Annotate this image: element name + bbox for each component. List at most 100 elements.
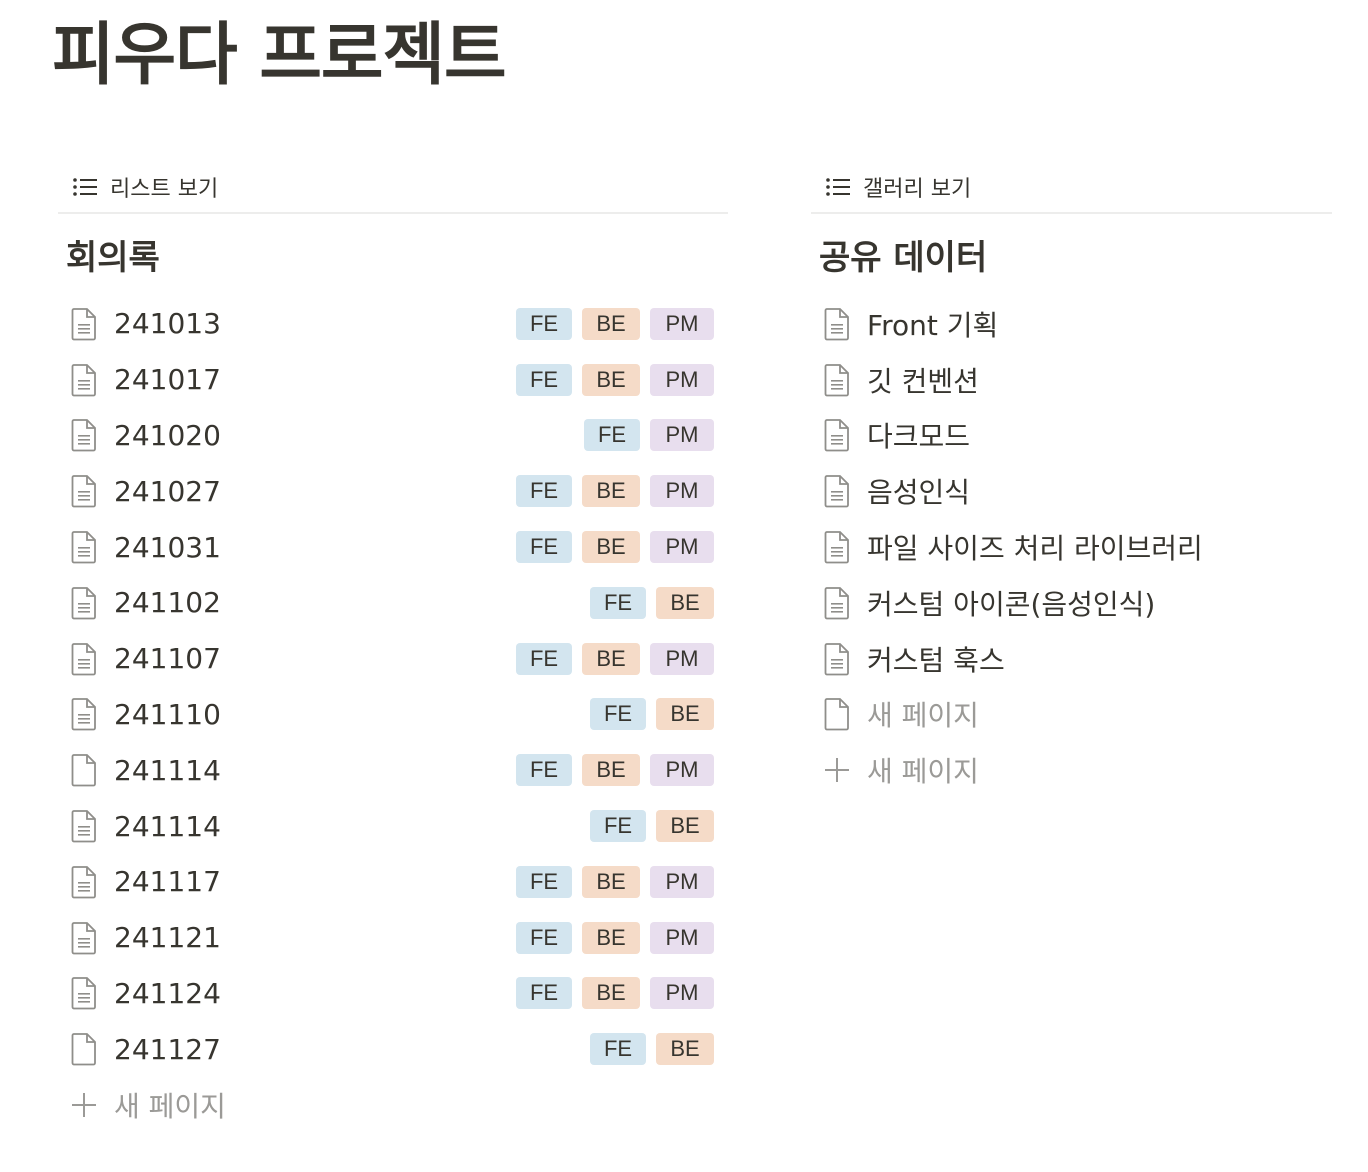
list-item[interactable]: 241027 FE BE PM — [58, 463, 728, 519]
list-item[interactable]: 241020 FE PM — [58, 408, 728, 464]
tag-be: BE — [582, 865, 640, 898]
tag-group: FE BE — [590, 698, 728, 731]
item-title: 241031 — [114, 530, 221, 564]
list-item[interactable]: 음성인식 — [811, 463, 1332, 519]
tag-group: FE PM — [584, 419, 728, 452]
list-item[interactable]: 241013 FE BE PM — [58, 296, 728, 352]
tag-group: FE BE — [590, 810, 728, 843]
tag-group: FE BE — [590, 586, 728, 619]
tag-fe: FE — [516, 363, 572, 396]
item-title: 241020 — [114, 418, 221, 452]
list-item[interactable]: 다크모드 — [811, 408, 1332, 464]
tag-fe: FE — [516, 865, 572, 898]
doc-lines-icon — [70, 865, 98, 899]
doc-lines-icon — [70, 976, 98, 1010]
tag-pm: PM — [650, 921, 714, 954]
list-item[interactable]: 깃 컨벤션 — [811, 352, 1332, 408]
item-title: 다크모드 — [867, 420, 971, 454]
tag-be: BE — [582, 363, 640, 396]
list-view-tab[interactable]: 리스트 보기 — [58, 162, 728, 214]
item-title: 241107 — [114, 642, 221, 676]
doc-lines-icon — [823, 586, 851, 620]
list-item[interactable]: 241031 FE BE PM — [58, 519, 728, 575]
list-item[interactable]: 241017 FE BE PM — [58, 352, 728, 408]
view-tab-label: 갤러리 보기 — [863, 177, 972, 202]
list-view-icon — [825, 177, 851, 197]
new-page-label: 새 페이지 — [867, 755, 979, 789]
item-title: 새 페이지 — [867, 699, 979, 733]
item-title: 커스텀 아이콘(음성인식) — [867, 587, 1156, 621]
tag-group: FE BE PM — [516, 865, 728, 898]
list-item[interactable]: 새 페이지 — [811, 687, 1332, 743]
tag-fe: FE — [516, 642, 572, 675]
tag-fe: FE — [516, 307, 572, 340]
tag-group: FE BE PM — [516, 921, 728, 954]
gallery-view-tab[interactable]: 갤러리 보기 — [811, 162, 1332, 214]
tag-group: FE BE PM — [516, 475, 728, 508]
doc-lines-icon — [823, 363, 851, 397]
tag-fe: FE — [516, 531, 572, 564]
doc-lines-icon — [70, 530, 98, 564]
item-title: 241013 — [114, 307, 221, 341]
doc-blank-icon — [823, 697, 851, 731]
item-title: 241017 — [114, 363, 221, 397]
doc-lines-icon — [70, 586, 98, 620]
tag-group: FE BE PM — [516, 363, 728, 396]
doc-lines-icon — [70, 418, 98, 452]
tag-pm: PM — [650, 419, 714, 452]
tag-group: FE BE PM — [516, 531, 728, 564]
plus-icon — [823, 756, 851, 784]
item-title: 241110 — [114, 697, 221, 731]
item-title: 241117 — [114, 865, 221, 899]
tag-pm: PM — [650, 754, 714, 787]
tag-fe: FE — [516, 754, 572, 787]
meeting-notes-list: 241013 FE BE PM 241017 FE BE PM 241020 FE PM 241027… — [58, 296, 728, 1077]
plus-icon — [70, 1091, 98, 1119]
new-page-button[interactable]: 새 페이지 — [811, 742, 1332, 798]
tag-group: FE BE PM — [516, 307, 728, 340]
tag-fe: FE — [584, 419, 640, 452]
tag-fe: FE — [590, 1033, 646, 1066]
list-item[interactable]: 241110 FE BE — [58, 687, 728, 743]
list-item[interactable]: 241127 FE BE — [58, 1021, 728, 1077]
list-item[interactable]: 241124 FE BE PM — [58, 966, 728, 1022]
tag-be: BE — [656, 698, 714, 731]
list-item[interactable]: 파일 사이즈 처리 라이브러리 — [811, 519, 1332, 575]
doc-blank-icon — [70, 1032, 98, 1066]
list-item[interactable]: 241121 FE BE PM — [58, 910, 728, 966]
item-title: 241121 — [114, 921, 221, 955]
list-view-icon — [72, 177, 98, 197]
tag-pm: PM — [650, 307, 714, 340]
list-item[interactable]: 커스텀 훅스 — [811, 631, 1332, 687]
list-item[interactable]: 241107 FE BE PM — [58, 631, 728, 687]
page-title[interactable]: 피우다 프로젝트 — [52, 16, 507, 95]
new-page-button[interactable]: 새 페이지 — [58, 1077, 728, 1133]
list-item[interactable]: 241114 FE BE PM — [58, 742, 728, 798]
item-title: 241114 — [114, 809, 221, 843]
list-item[interactable]: Front 기획 — [811, 296, 1332, 352]
new-page-label: 새 페이지 — [114, 1090, 226, 1124]
list-item[interactable]: 241102 FE BE — [58, 575, 728, 631]
doc-lines-icon — [823, 642, 851, 676]
tag-be: BE — [582, 921, 640, 954]
doc-blank-icon — [70, 753, 98, 787]
tag-be: BE — [582, 307, 640, 340]
doc-lines-icon — [823, 474, 851, 508]
tag-pm: PM — [650, 642, 714, 675]
list-item[interactable]: 241114 FE BE — [58, 798, 728, 854]
item-title: 241124 — [114, 976, 221, 1010]
doc-lines-icon — [70, 921, 98, 955]
database-title[interactable]: 회의록 — [66, 238, 160, 278]
tag-be: BE — [582, 977, 640, 1010]
tag-pm: PM — [650, 363, 714, 396]
item-title: 깃 컨벤션 — [867, 364, 979, 398]
database-title[interactable]: 공유 데이터 — [819, 238, 988, 278]
doc-lines-icon — [823, 530, 851, 564]
list-item[interactable]: 241117 FE BE PM — [58, 854, 728, 910]
list-item[interactable]: 커스텀 아이콘(음성인식) — [811, 575, 1332, 631]
item-title: 241127 — [114, 1032, 221, 1066]
tag-be: BE — [656, 586, 714, 619]
tag-group: FE BE — [590, 1033, 728, 1066]
tag-pm: PM — [650, 977, 714, 1010]
